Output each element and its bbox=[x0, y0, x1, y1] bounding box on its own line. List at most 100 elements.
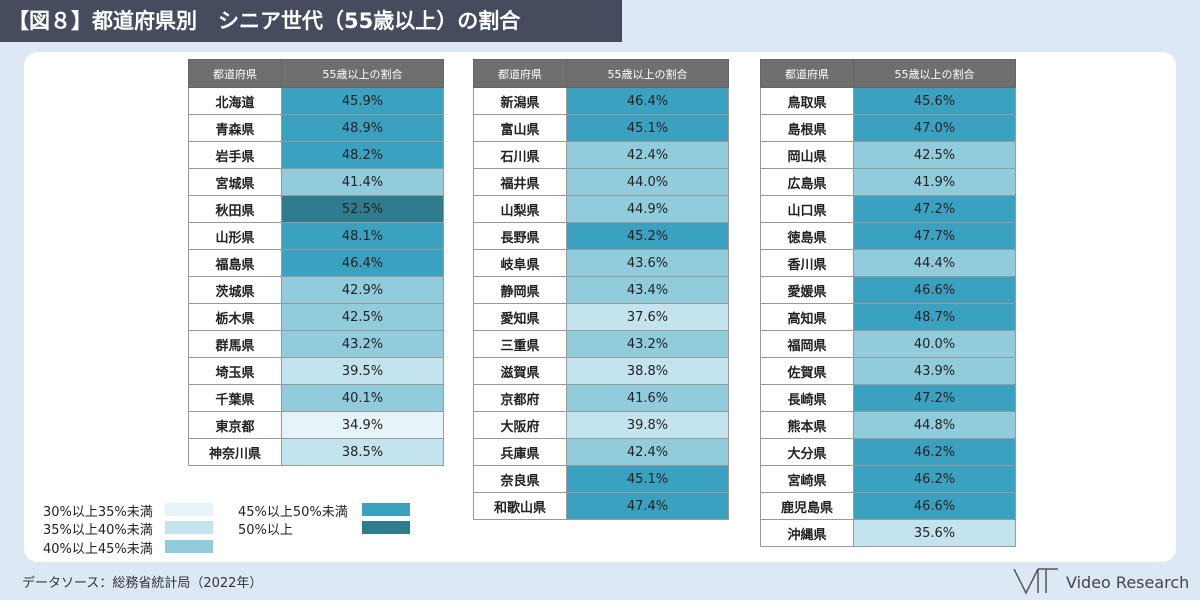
ratio-value: 41.6% bbox=[566, 384, 729, 412]
prefecture-name: 秋田県 bbox=[188, 195, 282, 223]
ratio-value: 43.6% bbox=[566, 249, 729, 277]
table-row: 岐阜県 43.6% bbox=[473, 249, 729, 277]
prefecture-name: 栃木県 bbox=[188, 303, 282, 331]
table-row: 新潟県 46.4% bbox=[473, 87, 729, 115]
prefecture-name: 山形県 bbox=[188, 222, 282, 250]
table-row: 北海道 45.9% bbox=[188, 87, 444, 115]
table-row: 奈良県 45.1% bbox=[473, 465, 729, 493]
ratio-value: 44.0% bbox=[566, 168, 729, 196]
ratio-value: 35.6% bbox=[853, 519, 1016, 547]
table-row: 茨城県 42.9% bbox=[188, 276, 444, 304]
header-ratio: 55歳以上の割合 bbox=[566, 59, 729, 88]
table-row: 宮崎県 46.2% bbox=[760, 465, 1016, 493]
prefecture-name: 香川県 bbox=[760, 249, 854, 277]
prefecture-name: 福岡県 bbox=[760, 330, 854, 358]
prefecture-name: 佐賀県 bbox=[760, 357, 854, 385]
prefecture-name: 長野県 bbox=[473, 222, 567, 250]
header-prefecture: 都道府県 bbox=[760, 59, 854, 88]
table-row: 徳島県 47.7% bbox=[760, 222, 1016, 250]
table-row: 埼玉県 39.5% bbox=[188, 357, 444, 385]
table-row: 長野県 45.2% bbox=[473, 222, 729, 250]
ratio-value: 46.4% bbox=[566, 87, 729, 115]
table-row: 福岡県 40.0% bbox=[760, 330, 1016, 358]
header-ratio: 55歳以上の割合 bbox=[281, 59, 444, 88]
prefecture-name: 岡山県 bbox=[760, 141, 854, 169]
ratio-value: 42.5% bbox=[281, 303, 444, 331]
legend-swatch bbox=[165, 540, 213, 553]
legend-label: 50%以上 bbox=[238, 523, 293, 538]
prefecture-name: 宮城県 bbox=[188, 168, 282, 196]
table-row: 青森県 48.9% bbox=[188, 114, 444, 142]
table-row: 三重県 43.2% bbox=[473, 330, 729, 358]
prefecture-name: 岩手県 bbox=[188, 141, 282, 169]
ratio-value: 43.2% bbox=[566, 330, 729, 358]
prefecture-name: 神奈川県 bbox=[188, 438, 282, 466]
ratio-value: 44.4% bbox=[853, 249, 1016, 277]
header-prefecture: 都道府県 bbox=[188, 59, 282, 88]
prefecture-name: 鳥取県 bbox=[760, 87, 854, 115]
table-row: 静岡県 43.4% bbox=[473, 276, 729, 304]
prefecture-name: 高知県 bbox=[760, 303, 854, 331]
prefecture-name: 徳島県 bbox=[760, 222, 854, 250]
ratio-value: 45.6% bbox=[853, 87, 1016, 115]
prefecture-name: 鹿児島県 bbox=[760, 492, 854, 520]
ratio-value: 34.9% bbox=[281, 411, 444, 439]
prefecture-name: 岐阜県 bbox=[473, 249, 567, 277]
ratio-value: 46.4% bbox=[281, 249, 444, 277]
legend-swatch bbox=[165, 521, 213, 534]
ratio-value: 45.2% bbox=[566, 222, 729, 250]
prefecture-name: 広島県 bbox=[760, 168, 854, 196]
table-row: 富山県 45.1% bbox=[473, 114, 729, 142]
prefecture-name: 長崎県 bbox=[760, 384, 854, 412]
legend-label: 40%以上45%未満 bbox=[43, 542, 153, 557]
ratio-value: 41.9% bbox=[853, 168, 1016, 196]
ratio-value: 47.2% bbox=[853, 384, 1016, 412]
page-title: 【図８】都道府県別 シニア世代（55歳以上）の割合 bbox=[0, 0, 622, 42]
prefecture-name: 静岡県 bbox=[473, 276, 567, 304]
prefecture-name: 石川県 bbox=[473, 141, 567, 169]
prefecture-table-1: 都道府県 55歳以上の割合 北海道 45.9% 青森県 48.9% 岩手県 48.2% 宮城… bbox=[188, 59, 444, 466]
prefecture-name: 群馬県 bbox=[188, 330, 282, 358]
table-row: 高知県 48.7% bbox=[760, 303, 1016, 331]
prefecture-name: 山梨県 bbox=[473, 195, 567, 223]
ratio-value: 46.2% bbox=[853, 438, 1016, 466]
table-row: 東京都 34.9% bbox=[188, 411, 444, 439]
prefecture-name: 滋賀県 bbox=[473, 357, 567, 385]
prefecture-table-2: 都道府県 55歳以上の割合 新潟県 46.4% 富山県 45.1% 石川県 42.4% 福井… bbox=[473, 59, 729, 520]
prefecture-table-3: 都道府県 55歳以上の割合 鳥取県 45.6% 島根県 47.0% 岡山県 42.5% 広島… bbox=[760, 59, 1016, 547]
ratio-value: 42.9% bbox=[281, 276, 444, 304]
prefecture-name: 熊本県 bbox=[760, 411, 854, 439]
table-row: 鹿児島県 46.6% bbox=[760, 492, 1016, 520]
prefecture-name: 兵庫県 bbox=[473, 438, 567, 466]
prefecture-name: 宮崎県 bbox=[760, 465, 854, 493]
data-source: データソース：総務省統計局（2022年） bbox=[22, 576, 263, 591]
table-row: 岩手県 48.2% bbox=[188, 141, 444, 169]
ratio-value: 47.2% bbox=[853, 195, 1016, 223]
ratio-value: 48.7% bbox=[853, 303, 1016, 331]
table-row: 大阪府 39.8% bbox=[473, 411, 729, 439]
table-row: 沖縄県 35.6% bbox=[760, 519, 1016, 547]
table-row: 福井県 44.0% bbox=[473, 168, 729, 196]
ratio-value: 52.5% bbox=[281, 195, 444, 223]
prefecture-name: 島根県 bbox=[760, 114, 854, 142]
ratio-value: 40.1% bbox=[281, 384, 444, 412]
ratio-value: 42.4% bbox=[566, 141, 729, 169]
table-row: 山形県 48.1% bbox=[188, 222, 444, 250]
legend-label: 30%以上35%未満 bbox=[43, 505, 153, 520]
ratio-value: 42.5% bbox=[853, 141, 1016, 169]
prefecture-name: 富山県 bbox=[473, 114, 567, 142]
table-row: 鳥取県 45.6% bbox=[760, 87, 1016, 115]
ratio-value: 38.8% bbox=[566, 357, 729, 385]
legend-swatch bbox=[362, 503, 410, 516]
ratio-value: 42.4% bbox=[566, 438, 729, 466]
table-row: 熊本県 44.8% bbox=[760, 411, 1016, 439]
table-row: 広島県 41.9% bbox=[760, 168, 1016, 196]
table-row: 愛知県 37.6% bbox=[473, 303, 729, 331]
table-row: 兵庫県 42.4% bbox=[473, 438, 729, 466]
prefecture-name: 福島県 bbox=[188, 249, 282, 277]
ratio-value: 46.6% bbox=[853, 492, 1016, 520]
prefecture-name: 大分県 bbox=[760, 438, 854, 466]
table-row: 和歌山県 47.4% bbox=[473, 492, 729, 520]
table-row: 栃木県 42.5% bbox=[188, 303, 444, 331]
table-row: 千葉県 40.1% bbox=[188, 384, 444, 412]
